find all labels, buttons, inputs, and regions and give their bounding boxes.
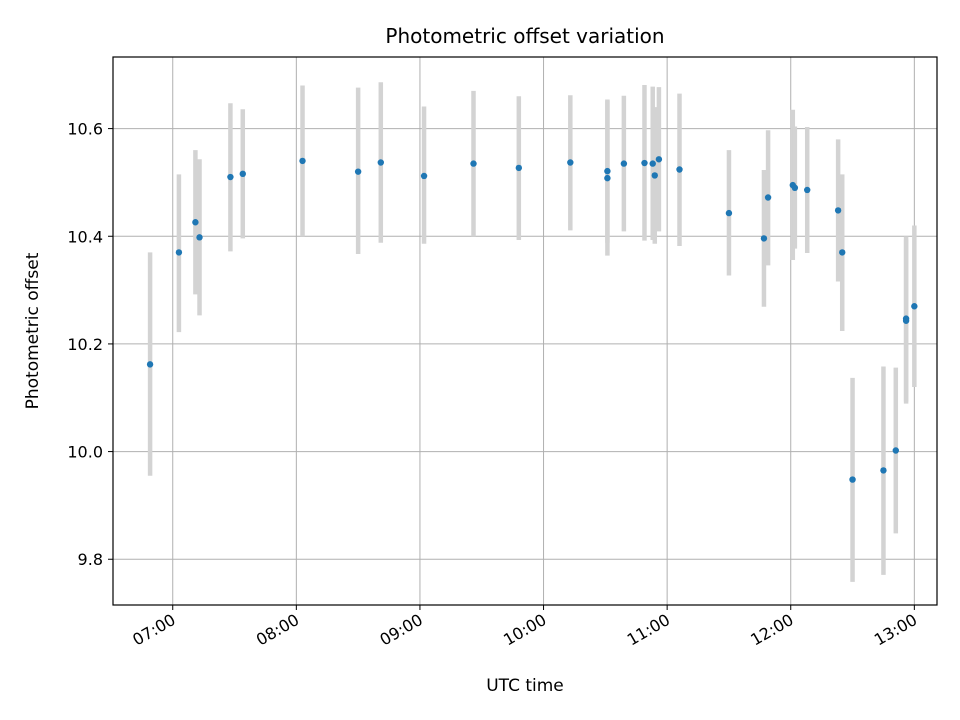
data-point	[902, 317, 910, 324]
data-point	[515, 164, 523, 172]
data-point	[470, 160, 477, 167]
plot-frame	[112, 56, 938, 606]
data-point	[655, 156, 663, 163]
data-point	[227, 173, 234, 181]
data-point	[651, 172, 658, 179]
data-point	[880, 467, 887, 474]
y-tick-label: 10.2	[67, 335, 103, 354]
data-points	[146, 156, 918, 483]
y-tick-label: 10.6	[67, 120, 103, 139]
data-point	[764, 194, 772, 201]
data-point	[239, 170, 246, 178]
data-point	[804, 186, 811, 194]
data-point	[567, 159, 574, 166]
data-point	[649, 160, 656, 167]
data-point	[604, 167, 611, 175]
data-point	[146, 361, 154, 368]
data-point	[760, 235, 768, 242]
x-axis-label: UTC time	[486, 676, 564, 696]
data-point	[192, 219, 199, 226]
y-axis-label: Photometric offset	[23, 252, 43, 409]
data-point	[911, 303, 918, 310]
y-axis: 9.8 10.0 10.2 10.4 10.6	[67, 120, 113, 569]
y-tick-label: 9.8	[78, 550, 103, 569]
y-tick-label: 10.4	[67, 227, 103, 246]
data-point	[604, 174, 611, 182]
data-point	[420, 172, 428, 180]
data-point	[620, 160, 628, 167]
data-point	[354, 168, 362, 175]
data-point	[377, 159, 384, 166]
data-point	[839, 249, 846, 256]
chart-title: Photometric offset variation	[385, 24, 664, 48]
data-point	[641, 159, 648, 167]
data-point	[849, 476, 856, 483]
data-point	[725, 209, 733, 217]
data-point	[676, 166, 683, 173]
data-point	[892, 447, 899, 454]
data-point	[196, 234, 203, 241]
y-tick-label: 10.0	[67, 443, 103, 462]
data-point	[791, 184, 799, 192]
data-point	[175, 249, 183, 256]
data-point	[834, 207, 842, 214]
data-point	[299, 157, 306, 165]
